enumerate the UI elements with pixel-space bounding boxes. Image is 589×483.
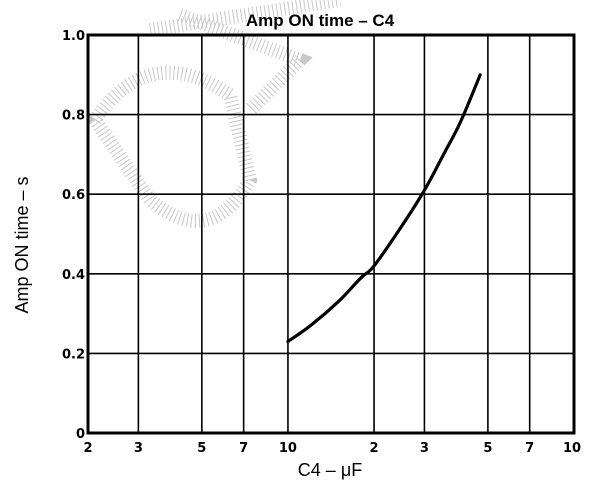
y-tick-label: 0.8 bbox=[62, 109, 85, 124]
x-axis-label: C4 – μF bbox=[298, 460, 362, 480]
plot-frame bbox=[86, 33, 576, 435]
x-tick-label: 10 bbox=[563, 441, 581, 456]
y-tick-label: 0 bbox=[76, 427, 85, 442]
x-tick-label: 2 bbox=[370, 441, 379, 456]
x-tick-label: 2 bbox=[83, 441, 92, 456]
y-tick-label: 0.4 bbox=[62, 268, 85, 283]
x-tick-label: 5 bbox=[197, 441, 206, 456]
x-tick-label: 5 bbox=[483, 441, 492, 456]
x-tick-label: 7 bbox=[239, 441, 248, 456]
y-axis-label: Amp ON time – s bbox=[12, 176, 32, 313]
x-tick-label: 10 bbox=[279, 441, 297, 456]
y-tick-label: 0.6 bbox=[62, 188, 85, 203]
tick-labels: 2 3 5 7 10 2 3 5 7 10 0 0.2 0.4 0.6 0.8 1.0 bbox=[62, 29, 581, 456]
x-tick-label: 3 bbox=[134, 441, 143, 456]
x-tick-label: 7 bbox=[525, 441, 534, 456]
y-tick-label: 0.2 bbox=[62, 347, 85, 362]
series-line bbox=[286, 73, 482, 344]
grid bbox=[87, 34, 575, 434]
x-tick-label: 3 bbox=[420, 441, 429, 456]
watermark bbox=[86, 0, 342, 228]
y-tick-label: 1.0 bbox=[62, 29, 85, 44]
chart-title: Amp ON time – C4 bbox=[246, 11, 395, 30]
